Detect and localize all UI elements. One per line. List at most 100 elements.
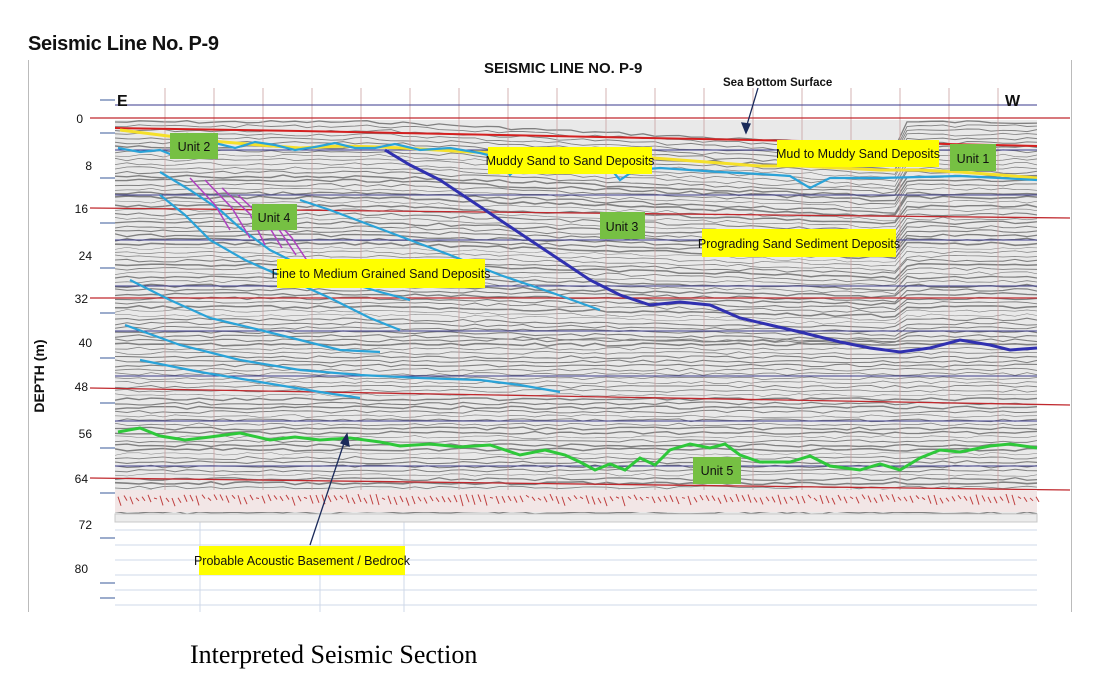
reflector-line xyxy=(115,174,1037,198)
shotpoint-mark xyxy=(621,496,626,507)
mud-to-muddy-label: Mud to Muddy Sand Deposits xyxy=(776,147,940,161)
shotpoint-mark xyxy=(885,494,890,500)
shotpoint-mark xyxy=(723,494,728,503)
reflector-line xyxy=(115,414,1037,418)
shotpoint-mark xyxy=(969,496,974,505)
shotpoint-mark xyxy=(837,494,842,501)
shotpoint-mark xyxy=(993,496,998,504)
depth-tick-0: 0 xyxy=(76,112,83,126)
unit-2-label: Unit 2 xyxy=(178,140,211,154)
unit-2-box: Unit 2 xyxy=(170,133,218,159)
unit-4-box: Unit 4 xyxy=(252,204,297,230)
shotpoint-mark xyxy=(177,497,182,504)
shotpoint-mark xyxy=(339,495,344,500)
shotpoint-mark xyxy=(855,496,860,504)
shotpoint-mark xyxy=(729,496,734,503)
water-column xyxy=(115,88,1037,120)
shotpoint-mark xyxy=(243,497,248,505)
shotpoint-mark xyxy=(741,495,746,502)
shotpoint-mark xyxy=(753,497,758,503)
shotpoint-mark xyxy=(405,497,410,506)
reflector-line xyxy=(115,452,1037,456)
reflector-line xyxy=(115,309,1037,321)
shotpoint-mark xyxy=(393,496,398,506)
sea-bottom-arrow xyxy=(740,87,759,135)
shotpoint-mark xyxy=(675,496,680,505)
shotpoint-mark xyxy=(525,494,530,498)
shotpoint-mark xyxy=(471,494,476,505)
shotpoint-mark xyxy=(1017,496,1022,500)
unit3-base-horizon xyxy=(384,148,1038,354)
fine-medium-box: Fine to Medium Grained Sand Deposits xyxy=(272,259,491,288)
reflector-line xyxy=(115,393,1037,397)
shotpoint-mark xyxy=(825,495,830,504)
depth-tick-40: 40 xyxy=(79,336,93,350)
shotpoint-mark xyxy=(579,496,584,500)
shotpoint-mark xyxy=(441,495,446,503)
depth-axis-label: DEPTH (m) xyxy=(31,339,47,412)
shotpoint-mark xyxy=(309,495,314,504)
reflector-line xyxy=(115,510,1037,515)
reflector-line xyxy=(115,338,1037,343)
shotpoint-mark xyxy=(627,495,632,500)
reflector-line xyxy=(115,342,1037,347)
shotpoint-mark xyxy=(1005,493,1010,504)
shotpoint-mark xyxy=(171,497,176,507)
depth-tick-24: 24 xyxy=(79,249,93,263)
muddy-sand-box: Muddy Sand to Sand Deposits xyxy=(486,147,654,174)
reflector-line xyxy=(115,250,1037,267)
shotpoint-mark xyxy=(219,494,224,501)
shotpoint-mark xyxy=(147,494,152,503)
shotpoint-mark xyxy=(939,497,944,504)
shotpoint-mark xyxy=(327,495,332,503)
fine-medium-label: Fine to Medium Grained Sand Deposits xyxy=(272,267,491,281)
depth-axis-ticks: 0 8 16 24 32 40 48 56 64 72 80 xyxy=(75,112,93,576)
shotpoint-mark xyxy=(549,493,554,501)
shotpoint-mark xyxy=(999,496,1004,501)
shotpoint-mark xyxy=(795,495,800,505)
depth-tick-32: 32 xyxy=(75,292,89,306)
page-title: Seismic Line No. P-9 xyxy=(28,33,219,55)
reflector-line xyxy=(115,397,1037,402)
shotpoint-mark xyxy=(981,495,986,502)
shotpoint-mark xyxy=(315,494,320,503)
shotpoint-mark xyxy=(801,495,806,504)
shotpoint-mark xyxy=(777,494,782,505)
unit-1-label: Unit 1 xyxy=(957,152,990,166)
shotpoint-mark xyxy=(945,497,950,502)
reflector-line xyxy=(115,313,1037,325)
basement-arrow xyxy=(309,432,350,546)
shotpoint-mark xyxy=(831,497,836,505)
reflector-line xyxy=(115,246,1037,263)
reflector-line xyxy=(115,304,1037,319)
shotpoint-mark xyxy=(141,496,146,502)
shotpoint-mark xyxy=(1035,496,1040,503)
shotpoint-mark xyxy=(279,496,284,502)
section-title: SEISMIC LINE NO. P-9 xyxy=(484,60,643,77)
shotpoint-mark xyxy=(687,495,692,506)
prograding-box: Prograding Sand Sediment Deposits xyxy=(698,229,900,257)
shotpoint-mark xyxy=(411,495,416,505)
reflector-line xyxy=(115,166,1037,191)
unit-5-box: Unit 5 xyxy=(693,457,741,484)
shotpoint-mark xyxy=(483,494,488,506)
shotpoint-mark xyxy=(933,494,938,505)
reflector-line xyxy=(115,447,1037,452)
reflector-line xyxy=(115,317,1037,329)
unit-4-label: Unit 4 xyxy=(258,211,291,225)
shotpoint-mark xyxy=(273,495,278,500)
shotpoint-mark xyxy=(633,494,638,501)
shotpoint-mark xyxy=(915,495,920,500)
shotpoint-mark xyxy=(357,493,362,503)
shotpoint-mark xyxy=(867,495,872,503)
shotpoint-mark xyxy=(1011,494,1016,506)
depth-tick-64: 64 xyxy=(75,472,89,486)
shotpoint-mark xyxy=(927,495,932,504)
unit-3-label: Unit 3 xyxy=(606,220,639,234)
shotpoint-mark xyxy=(249,494,254,501)
shotpoint-mark xyxy=(561,496,566,506)
shotpoint-mark xyxy=(429,495,434,502)
lower-gridlines xyxy=(115,515,1037,612)
shotpoint-mark xyxy=(531,496,536,502)
shotpoint-mark xyxy=(123,495,128,501)
